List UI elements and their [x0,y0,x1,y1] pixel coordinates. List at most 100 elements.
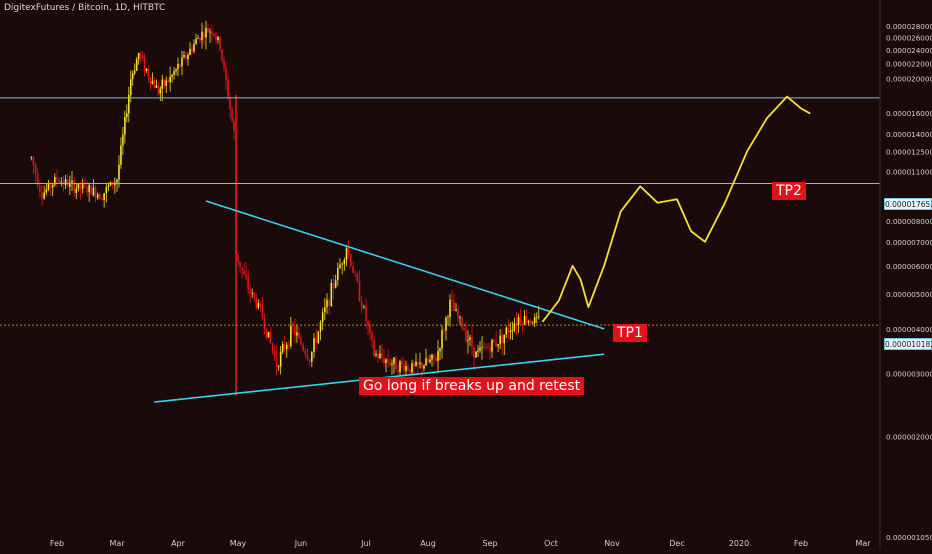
candle-body [103,193,105,201]
candle-body [324,307,326,313]
candle-body [247,277,249,290]
x-tick-label: Dec [669,539,684,548]
candle-body [499,335,501,345]
tp2-price-tag[interactable]: 0.000017652 [884,198,932,210]
candle-body [147,69,150,78]
y-tick-label: 0.000016000 [886,109,932,118]
x-axis: Feb Mar Apr May Jun Jul Aug Sep Oct Nov Dec 2020 Feb… [50,539,871,548]
candle-body [41,191,43,199]
candle-body [249,289,251,294]
candle-body [531,322,534,324]
y-tick-label: 0.000002000 [886,433,932,442]
candle-body [261,306,264,319]
candle-body [84,184,86,187]
y-tick-label: 0.000004000 [886,325,932,334]
candle-body [211,31,213,34]
candle-body [281,344,284,352]
candle-body [538,316,540,318]
candle-body [469,337,471,340]
candle-body [387,359,389,363]
candle-body [161,79,164,89]
candle-body [471,337,473,348]
candle-body [267,331,270,338]
candle-body [58,180,60,183]
candle-body [126,113,128,118]
candle-body [517,317,520,325]
candle-body [321,312,324,323]
candle-body [391,363,393,366]
candle-body [354,272,356,274]
candle-body [304,350,307,355]
y-tick-label: 0.000014000 [886,130,932,139]
candle-body [88,185,90,193]
candle-body [407,366,409,370]
tp1-price-tag[interactable]: 0.000010182 [884,338,932,350]
candle-body [457,309,459,318]
candle-body [328,299,330,307]
x-tick-label: Sep [482,539,497,548]
candle-body [521,322,524,325]
candle-body [511,330,514,332]
x-tick-label: Aug [420,539,436,548]
y-tick-label: 0.000028000 [886,22,932,31]
candle-body [347,248,350,255]
annotation-note[interactable]: Go long if breaks up and retest [359,377,585,395]
candle-body [345,248,348,260]
candle-body [358,281,361,302]
candle-body [401,360,403,365]
candle-body [165,80,167,86]
annotation-tp1[interactable]: TP1 [613,324,647,342]
candle-body [369,325,371,333]
candle-body [241,267,243,271]
candle-body [315,338,317,344]
candle-body [451,299,453,302]
candle-body [45,189,48,193]
candle-body [288,344,290,347]
candle-body [64,179,67,185]
candle-body [439,348,441,352]
candle-body [495,342,497,347]
candle-body [183,55,185,58]
candle-body [360,301,363,308]
candle-body [481,346,483,348]
candle-body [243,270,245,275]
candle-body [213,33,215,36]
candle-body [443,330,445,331]
candle-body [77,183,80,189]
candle-body [197,37,199,39]
y-tick-label: 0.000006000 [886,262,932,271]
candle-body [275,356,278,367]
descending-trendline [205,200,605,330]
annotation-tp2[interactable]: TP2 [772,182,806,200]
candle-body [105,187,108,194]
candle-body [189,48,191,55]
candle-body [283,344,286,350]
candle-body [306,354,309,360]
candle-body [101,199,103,201]
candle-body [141,56,144,58]
candle-body [302,344,304,351]
candle-body [153,80,156,88]
candle-body [473,347,475,358]
candle-body [173,71,175,75]
candle-body [417,361,419,365]
y-tick-label: 0.000022000 [886,60,932,69]
candle-body [34,165,37,174]
candle-body [269,331,272,344]
candle-body [505,327,508,335]
candle-body [431,354,433,360]
candle-body [135,59,138,71]
candle-body [229,97,231,109]
candle-body [317,331,320,344]
candle-body [525,315,528,323]
candle-body [365,306,367,321]
candle-body [273,350,276,357]
candle-body [92,187,95,196]
candle-body [181,57,183,67]
x-tick-label: May [230,539,247,548]
candle-body [223,60,225,68]
candle-body [69,182,71,187]
candle-body [215,35,217,40]
candle-body [467,339,469,341]
